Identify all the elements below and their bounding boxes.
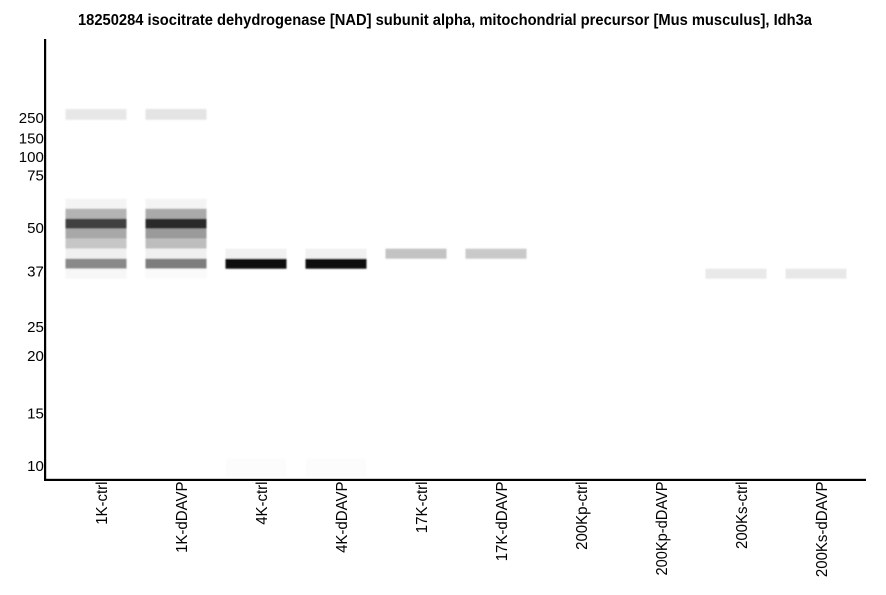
svg-text:25: 25 xyxy=(27,319,44,336)
svg-text:150: 150 xyxy=(19,131,44,148)
svg-text:37: 37 xyxy=(27,263,44,280)
svg-text:1K-dDAVP: 1K-dDAVP xyxy=(174,482,191,553)
svg-text:250: 250 xyxy=(19,110,44,127)
svg-text:17K-ctrl: 17K-ctrl xyxy=(414,482,431,534)
svg-text:17K-dDAVP: 17K-dDAVP xyxy=(494,482,511,562)
svg-text:50: 50 xyxy=(27,220,44,237)
svg-text:4K-ctrl: 4K-ctrl xyxy=(254,482,271,525)
svg-text:100: 100 xyxy=(19,149,44,166)
svg-text:15: 15 xyxy=(27,405,44,422)
svg-text:200Kp-ctrl: 200Kp-ctrl xyxy=(574,482,591,550)
svg-text:10: 10 xyxy=(27,458,44,475)
svg-text:1K-ctrl: 1K-ctrl xyxy=(94,482,111,525)
svg-text:18250284 isocitrate dehydrogen: 18250284 isocitrate dehydrogenase [NAD] … xyxy=(78,12,812,29)
svg-text:200Ks-ctrl: 200Ks-ctrl xyxy=(734,482,751,550)
svg-text:200Kp-dDAVP: 200Kp-dDAVP xyxy=(654,482,671,576)
svg-text:200Ks-dDAVP: 200Ks-dDAVP xyxy=(814,482,831,578)
svg-text:75: 75 xyxy=(27,167,44,184)
svg-text:20: 20 xyxy=(27,348,44,365)
svg-text:4K-dDAVP: 4K-dDAVP xyxy=(334,482,351,553)
